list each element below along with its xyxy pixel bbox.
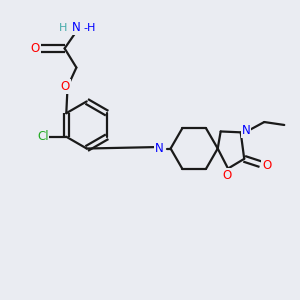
Text: O: O — [222, 169, 231, 182]
Text: -H: -H — [83, 23, 96, 33]
Text: H: H — [59, 23, 67, 33]
Text: N: N — [72, 21, 81, 34]
Text: O: O — [30, 42, 39, 55]
Text: N: N — [154, 142, 163, 155]
Text: O: O — [262, 159, 272, 172]
Text: Cl: Cl — [37, 130, 49, 143]
Text: N: N — [242, 124, 250, 137]
Text: O: O — [61, 80, 70, 93]
